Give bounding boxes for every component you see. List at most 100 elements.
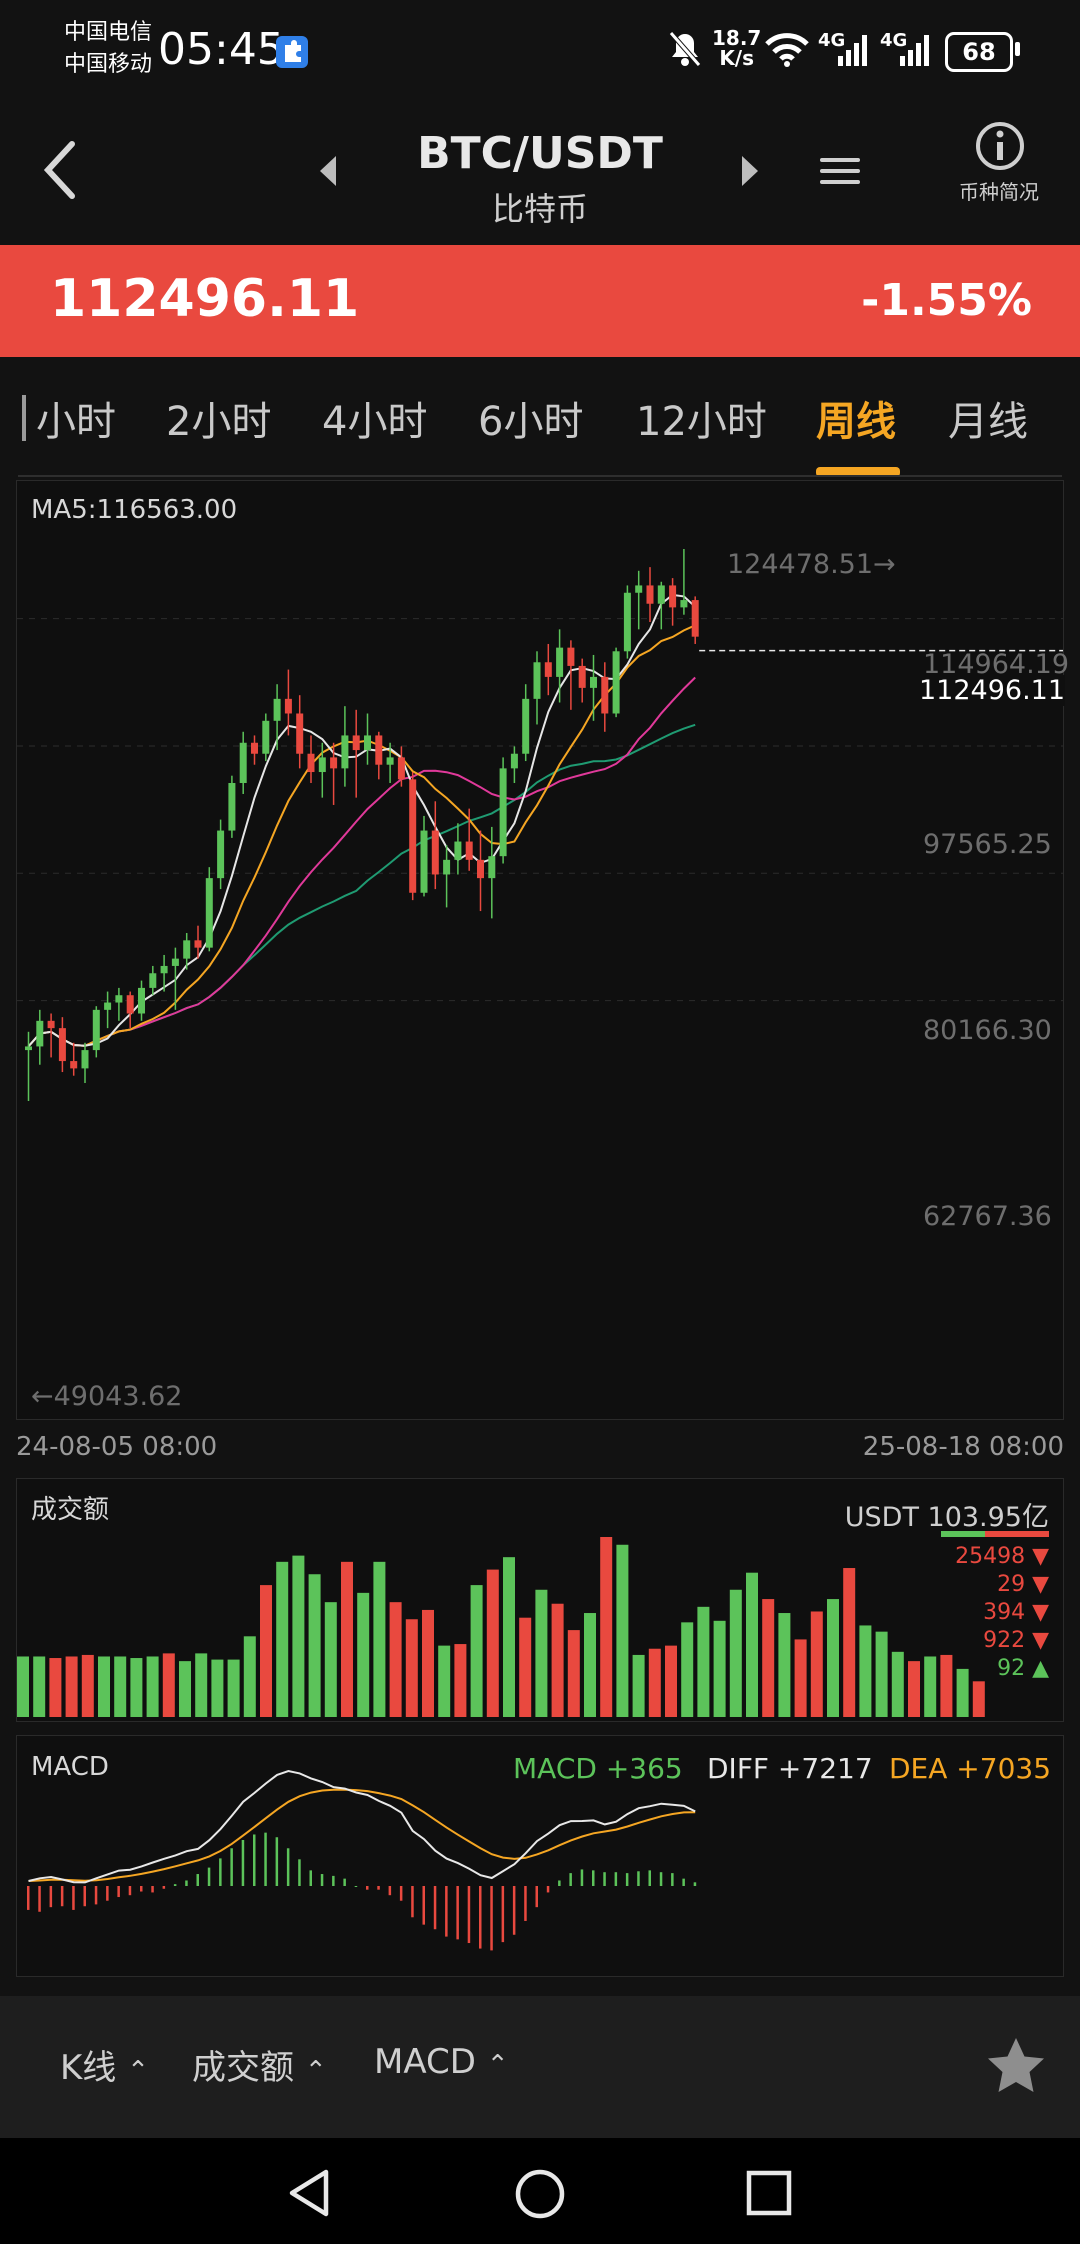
mute-icon <box>668 30 702 72</box>
status-time: 05:45 <box>158 24 285 75</box>
tab-2h[interactable]: 2小时 <box>166 399 272 445</box>
macd-toggle-label: MACD <box>374 2042 476 2082</box>
macd-bar <box>558 1880 561 1886</box>
candle-body <box>58 1028 66 1062</box>
volume-ratio-bar <box>941 1531 1049 1537</box>
network-type-2: 4G <box>880 30 908 51</box>
candle-body <box>533 662 541 699</box>
ma5-line <box>27 593 696 1048</box>
candle-body <box>364 735 371 751</box>
diff-value: DIFF +7217 <box>707 1752 873 1785</box>
macd-bar <box>320 1874 324 1886</box>
axis-label-1: 114964.19 <box>923 649 1070 680</box>
nav-back-icon[interactable] <box>286 2168 332 2222</box>
candle-body <box>160 965 168 974</box>
nav-home-icon[interactable] <box>514 2168 566 2224</box>
volume-bar <box>519 1617 532 1717</box>
volume-bar <box>891 1651 904 1717</box>
macd-bar <box>467 1886 471 1944</box>
volume-bar <box>859 1625 872 1717</box>
volume-bar <box>567 1630 580 1717</box>
macd-bar <box>388 1886 392 1896</box>
volume-title: 成交额 <box>31 1495 110 1525</box>
candle-body <box>36 1020 44 1047</box>
nav-recents-icon[interactable] <box>746 2170 792 2220</box>
volume-bar <box>260 1585 272 1717</box>
volume-bar <box>211 1659 224 1717</box>
candle-body <box>183 940 191 959</box>
macd-bar <box>128 1886 132 1896</box>
back-button[interactable] <box>40 138 80 206</box>
candle <box>397 746 405 787</box>
volume-bar <box>486 1569 499 1717</box>
volume-panel[interactable]: 成交额 USDT 103.95亿 25498 ▼ 29 ▼ 394 ▼ 922 … <box>16 1478 1064 1722</box>
info-icon <box>974 120 1044 176</box>
candle <box>499 757 507 864</box>
candle <box>567 640 575 710</box>
tab-1h[interactable]: 小时 <box>36 399 116 445</box>
volume-bar <box>227 1659 240 1717</box>
ma10-line <box>27 624 696 1048</box>
volume-toggle[interactable]: 成交额 ⌃ <box>192 2040 327 2089</box>
macd-bar <box>72 1886 75 1910</box>
dea-value: DEA +7035 <box>889 1752 1052 1785</box>
tab-12h[interactable]: 12小时 <box>636 399 767 445</box>
tab-weekly[interactable]: 周线 <box>816 399 896 445</box>
macd-bar <box>196 1874 199 1886</box>
macd-bar <box>445 1886 448 1937</box>
candle <box>104 991 112 1029</box>
macd-bar <box>27 1886 30 1910</box>
candle-body <box>623 592 631 652</box>
volume-stat-4: 922 ▼ <box>983 1628 1049 1653</box>
candle <box>205 867 213 952</box>
candle <box>296 695 304 769</box>
interval-tabs: 小时 2小时 4小时 6小时 12小时 周线 月线 <box>0 357 1080 477</box>
macd-bar <box>286 1848 290 1886</box>
candle <box>375 731 383 780</box>
tab-4h[interactable]: 4小时 <box>322 399 428 445</box>
info-label: 币种简况 <box>959 180 1039 204</box>
macd-bar <box>693 1882 697 1886</box>
macd-toggle[interactable]: MACD ⌃ <box>374 2042 509 2082</box>
candle-body <box>465 841 473 860</box>
tab-6h[interactable]: 6小时 <box>478 399 584 445</box>
prev-pair-button[interactable] <box>318 154 338 192</box>
volume-stats: 25498 ▼ 29 ▼ 394 ▼ 922 ▼ 92 ▲ <box>955 1543 1049 1683</box>
candle-body <box>567 647 575 666</box>
kline-toggle-label: K线 <box>60 2048 117 2088</box>
info-button[interactable]: 币种简况 <box>954 120 1044 205</box>
candle <box>228 775 236 838</box>
candle <box>544 643 552 696</box>
macd-panel[interactable]: MACD MACD +365 DIFF +7217 DEA +7035 <box>16 1735 1064 1977</box>
macd-bar <box>625 1873 629 1886</box>
volume-bar <box>535 1589 548 1717</box>
volume-stat-5: 92 ▲ <box>997 1656 1049 1681</box>
status-bar: 中国电信 中国移动 05:45 18.7 K/s 4G 4G 68 <box>0 0 1080 100</box>
kline-panel[interactable]: MA5:116563.00 124478.51→ ←49043.62 11496… <box>16 480 1069 1420</box>
macd-bar <box>332 1875 335 1886</box>
ma5-label: MA5:116563.00 <box>31 495 238 525</box>
kline-toggle[interactable]: K线 ⌃ <box>60 2040 149 2089</box>
macd-bar <box>38 1886 41 1912</box>
axis-label-4: 62767.36 <box>923 1201 1052 1232</box>
volume-bar <box>924 1656 937 1717</box>
candle-body <box>397 757 405 780</box>
macd-bar <box>614 1872 618 1886</box>
volume-stat-4-value: 922 <box>983 1628 1026 1653</box>
battery-indicator: 68 <box>945 32 1013 72</box>
candle <box>341 706 349 787</box>
candle-body <box>646 585 654 604</box>
network-speed-value: 18.7 <box>712 26 762 50</box>
favorite-star-icon[interactable] <box>986 2036 1046 2098</box>
next-pair-button[interactable] <box>740 154 760 192</box>
volume-bar <box>98 1656 110 1717</box>
tab-monthly[interactable]: 月线 <box>948 399 1028 445</box>
candle-body <box>477 859 484 879</box>
menu-icon[interactable] <box>820 156 860 190</box>
candle <box>262 713 270 762</box>
candle-body <box>138 987 145 1014</box>
candle-body <box>544 662 552 677</box>
candle <box>138 980 145 1021</box>
candle-body <box>330 757 338 769</box>
volume-bar <box>551 1603 564 1717</box>
